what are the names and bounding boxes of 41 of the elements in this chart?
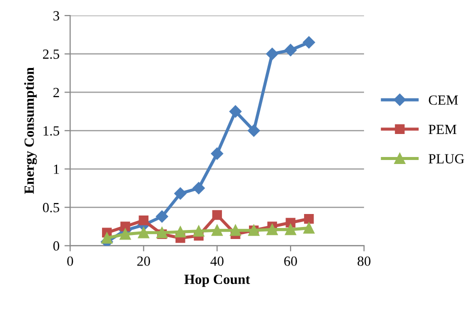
- point: [193, 226, 204, 237]
- point: [304, 214, 314, 224]
- x-axis-title: Hop Count: [184, 274, 250, 287]
- x-tick-label: 20: [137, 256, 150, 266]
- point: [138, 227, 150, 238]
- point: [266, 224, 278, 236]
- point: [174, 187, 186, 200]
- point: [138, 216, 148, 226]
- point: [174, 226, 186, 238]
- x-tick-label: 80: [358, 256, 370, 266]
- legend-label: PLUG: [428, 154, 464, 164]
- x-tick-label: 40: [210, 256, 224, 266]
- y-tick-label: 1: [54, 164, 59, 174]
- point: [156, 210, 168, 223]
- point: [212, 210, 222, 220]
- point: [284, 44, 297, 56]
- point: [229, 105, 242, 118]
- point: [101, 232, 112, 244]
- point: [210, 148, 224, 160]
- point: [286, 218, 296, 228]
- y-tick-label: 1.5: [44, 126, 60, 136]
- point: [120, 222, 130, 232]
- legend-label: PEM: [428, 124, 456, 134]
- legend-label: CEM: [428, 95, 458, 105]
- y-tick-label: 2: [53, 88, 59, 98]
- point: [120, 228, 131, 240]
- y-tick-label: 2.5: [42, 50, 60, 59]
- point: [248, 124, 260, 137]
- y-tick-label: 0.5: [42, 202, 60, 212]
- y-tick-label: 0: [53, 241, 60, 251]
- point: [266, 48, 278, 60]
- point: [212, 224, 223, 236]
- y-tick-label: 3: [53, 11, 60, 21]
- x-tick-label: 60: [284, 256, 297, 266]
- point: [192, 182, 205, 194]
- point: [303, 222, 314, 234]
- point: [302, 36, 316, 48]
- x-tick-label: 0: [67, 256, 74, 266]
- point: [285, 224, 296, 236]
- point: [230, 224, 242, 236]
- y-axis-title: Energy Consumption: [24, 67, 37, 194]
